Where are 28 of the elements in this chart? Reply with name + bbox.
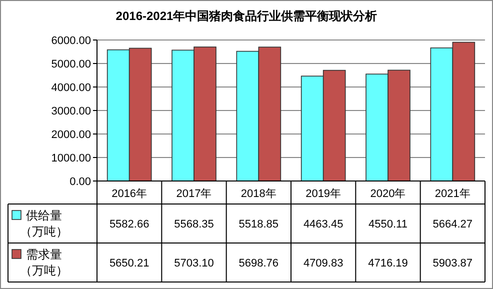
y-tick-label: 2000.00	[51, 129, 91, 141]
data-label: 5903.87	[432, 258, 473, 270]
data-label: 5582.66	[109, 218, 150, 230]
data-label: 5664.27	[432, 218, 473, 230]
x-tick-label: 2021年	[434, 188, 470, 200]
data-label: 5698.76	[238, 258, 279, 270]
y-tick-label: 5000.00	[51, 58, 91, 70]
data-label: 4463.45	[303, 218, 344, 230]
x-tick-label: 2018年	[240, 188, 276, 200]
x-tick-label: 2019年	[306, 188, 342, 200]
x-tick-label: 2016年	[112, 188, 148, 200]
data-label: 4709.83	[303, 258, 344, 270]
data-label: 4550.11	[368, 218, 408, 230]
y-tick-label: 4000.00	[51, 82, 91, 94]
chart-title: 2016-2021年中国猪肉食品行业供需平衡现状分析	[116, 9, 378, 23]
x-tick-label: 2020年	[370, 188, 406, 200]
legend-label: 供给量（万吨）	[20, 208, 68, 238]
data-label: 5518.85	[238, 218, 279, 230]
data-label: 5568.35	[174, 218, 214, 230]
data-label: 4716.19	[368, 258, 408, 270]
legend-label: 需求量（万吨）	[20, 248, 68, 278]
y-tick-label: 0.00	[70, 176, 91, 188]
y-tick-label: 1000.00	[51, 152, 91, 164]
data-label: 5650.21	[109, 258, 150, 270]
y-tick-label: 6000.00	[51, 35, 91, 47]
y-tick-label: 3000.00	[51, 106, 91, 118]
x-tick-label: 2017年	[176, 188, 212, 200]
data-label: 5703.10	[174, 258, 214, 270]
